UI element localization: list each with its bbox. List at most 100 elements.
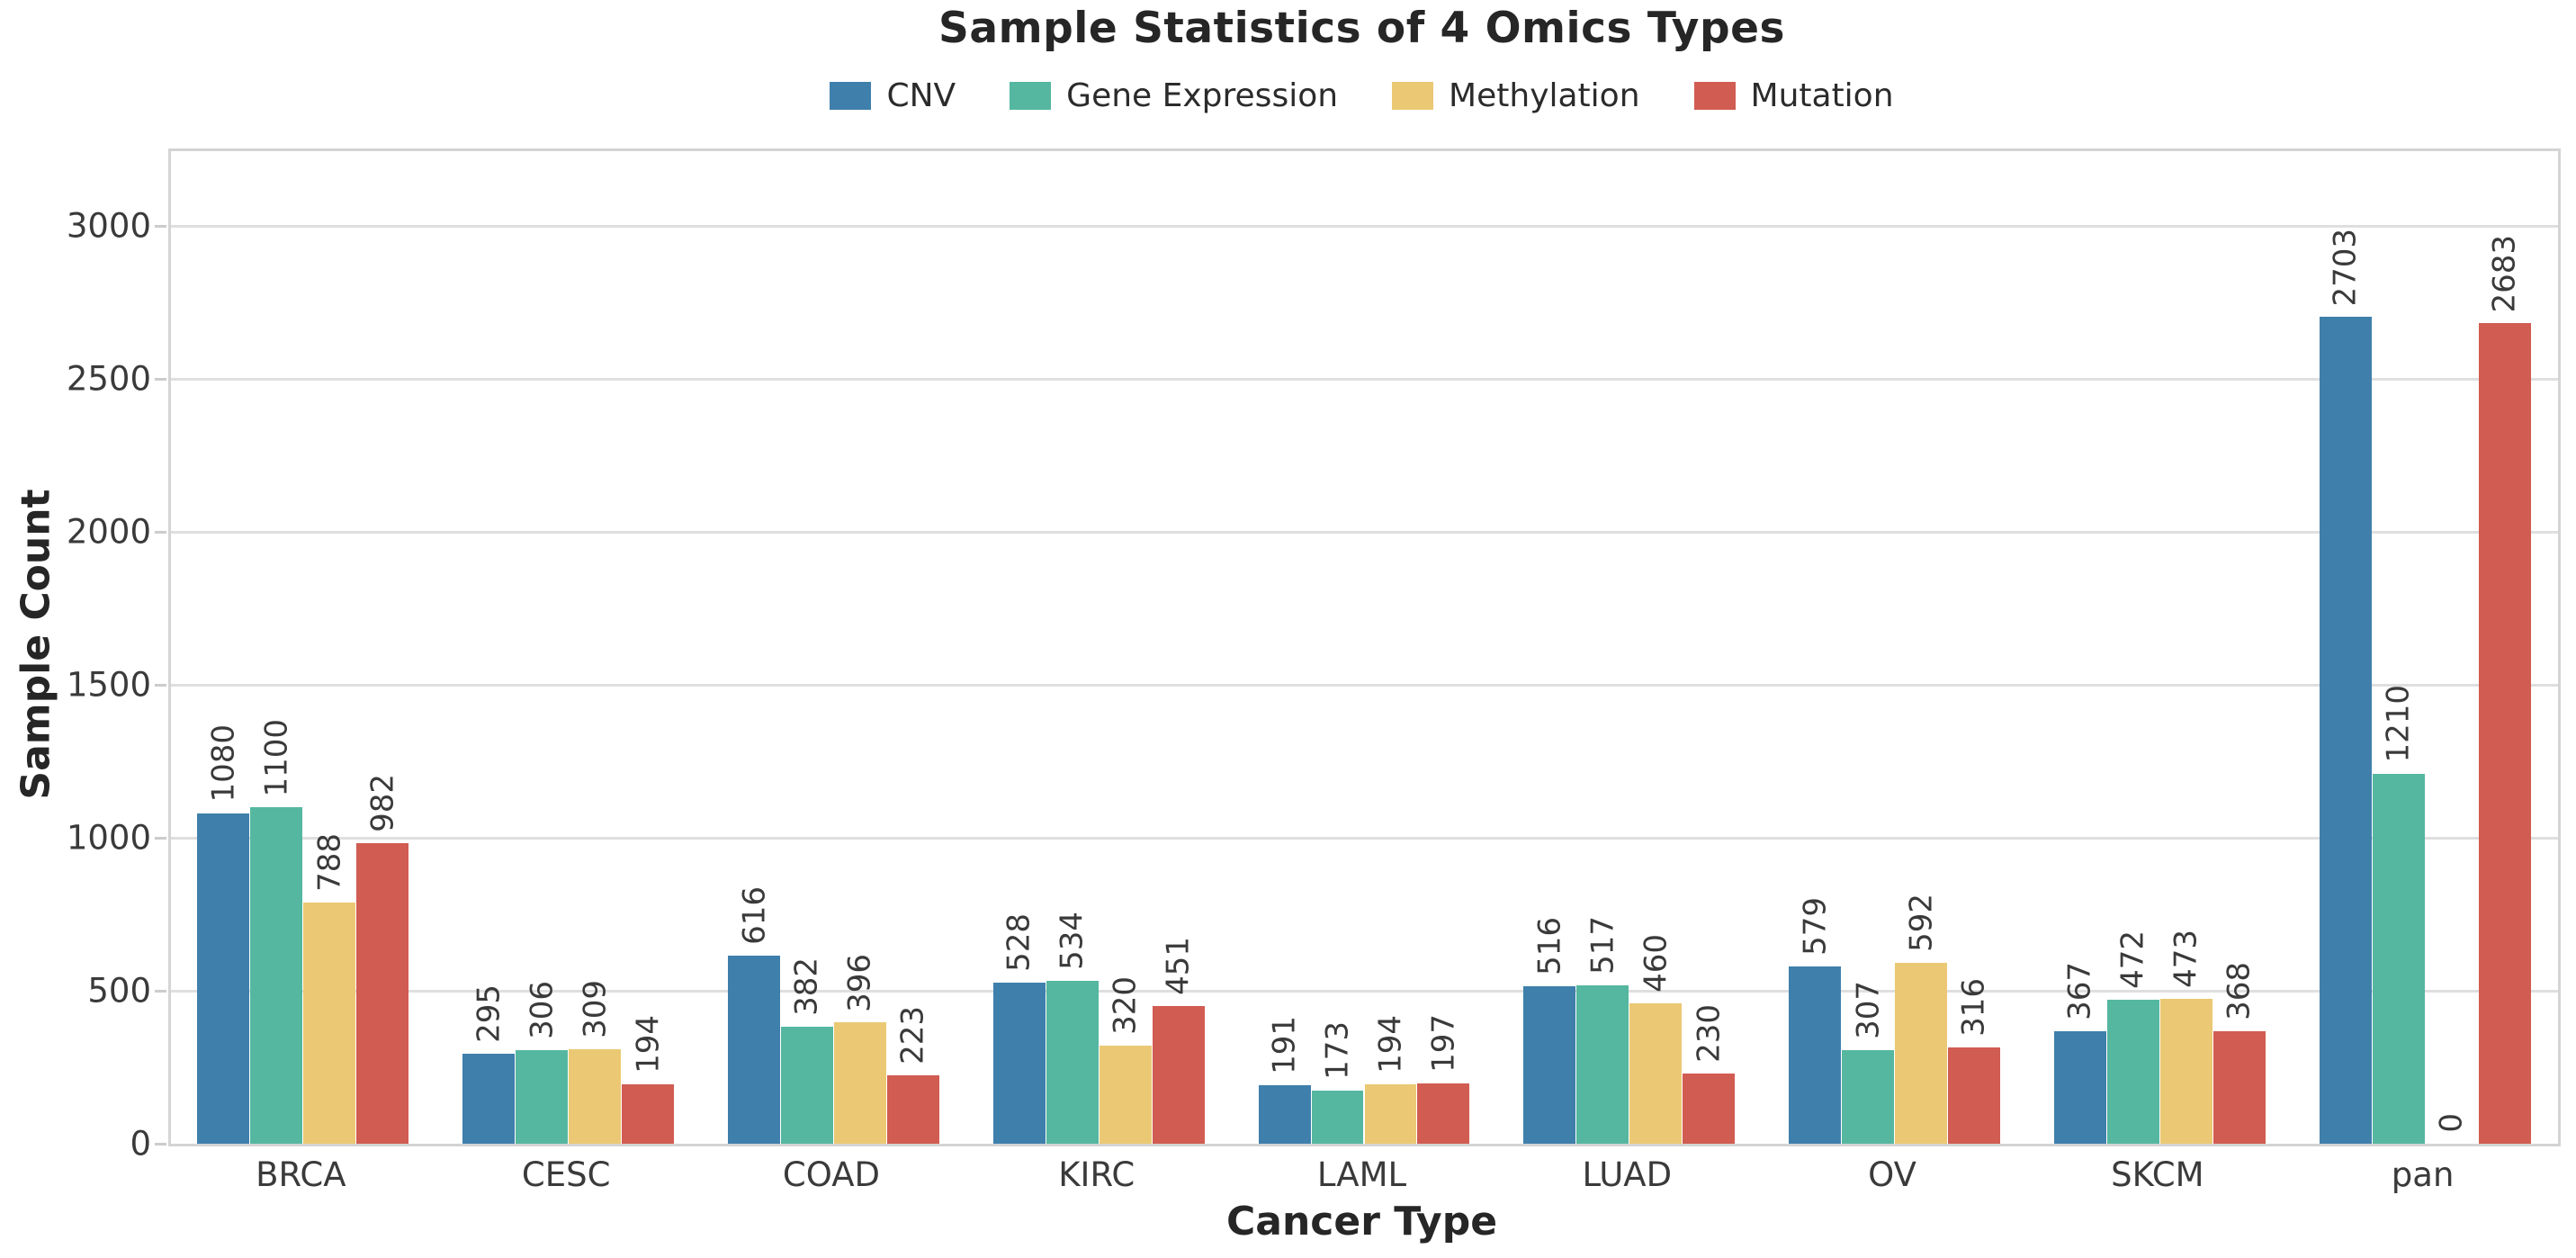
bar-luad-cnv bbox=[1523, 985, 1576, 1144]
legend-item-methylation: Methylation bbox=[1392, 77, 1640, 114]
bar-cesc-methylation bbox=[569, 1048, 622, 1144]
y-tick-mark bbox=[155, 683, 166, 687]
bar-brca-mutation bbox=[356, 843, 409, 1144]
bar-ov-gene-expression bbox=[1842, 1049, 1895, 1144]
bar-value-label: 473 bbox=[2168, 930, 2204, 989]
bar-value-label: 396 bbox=[841, 953, 878, 1012]
x-tick-brca: BRCA bbox=[256, 1155, 346, 1194]
bar-pan-cnv bbox=[2319, 317, 2372, 1144]
bar-kirc-methylation bbox=[1099, 1046, 1152, 1144]
x-tick-luad: LUAD bbox=[1582, 1155, 1673, 1194]
bar-pan-mutation bbox=[2478, 323, 2531, 1144]
x-axis-tick-labels: BRCA CESC COAD KIRC LAML LUAD OV SKCM pan bbox=[168, 1155, 2555, 1195]
bar-value-label: 616 bbox=[735, 885, 772, 945]
bar-laml-methylation bbox=[1364, 1084, 1417, 1144]
y-tick-label: 1500 bbox=[66, 665, 151, 705]
y-tick-mark bbox=[155, 1142, 166, 1146]
x-axis-label: Cancer Type bbox=[1225, 1199, 1498, 1245]
y-tick-label: 0 bbox=[130, 1124, 151, 1164]
bar-value-label: 528 bbox=[1001, 912, 1037, 972]
bar-value-label: 306 bbox=[523, 981, 560, 1039]
gridline bbox=[171, 530, 2558, 534]
bar-value-label: 592 bbox=[1902, 893, 1939, 952]
bar-value-label: 451 bbox=[1160, 936, 1197, 995]
plot-area: 1080 1100 788 982 295 306 309 194 616 382 396 223 52… bbox=[155, 148, 2561, 1146]
y-axis: 0 500 1000 1500 2000 2500 3000 bbox=[0, 148, 151, 1164]
gridline bbox=[171, 683, 2558, 687]
bar-value-label: 194 bbox=[629, 1015, 666, 1074]
bar-cesc-mutation bbox=[622, 1084, 675, 1144]
bar-value-label: 460 bbox=[1638, 933, 1674, 993]
bar-cesc-cnv bbox=[462, 1053, 516, 1144]
y-tick-label: 500 bbox=[87, 971, 151, 1011]
bar-value-label: 173 bbox=[1319, 1021, 1356, 1081]
legend-swatch bbox=[1693, 82, 1736, 110]
legend-swatch bbox=[1392, 82, 1434, 110]
bar-value-label: 1210 bbox=[2380, 685, 2417, 763]
bar-value-label: 579 bbox=[1796, 897, 1833, 957]
bar-kirc-mutation bbox=[1152, 1005, 1205, 1144]
bar-skcm-mutation bbox=[2212, 1030, 2266, 1144]
bar-brca-gene-expression bbox=[250, 807, 303, 1144]
legend-label: Gene Expression bbox=[1066, 77, 1339, 114]
bar-value-label: 295 bbox=[471, 984, 507, 1043]
bar-value-label: 307 bbox=[1849, 980, 1886, 1039]
y-tick-mark bbox=[155, 377, 166, 381]
bar-cesc-gene-expression bbox=[516, 1050, 569, 1144]
y-tick-label: 3000 bbox=[66, 206, 151, 246]
y-tick-label: 1000 bbox=[66, 818, 151, 858]
x-tick-laml: LAML bbox=[1316, 1155, 1407, 1194]
bar-coad-mutation bbox=[886, 1075, 939, 1144]
legend: CNV Gene Expression Methylation Mutation bbox=[168, 77, 2555, 114]
bar-value-label: 516 bbox=[1531, 916, 1568, 975]
x-tick-ov: OV bbox=[1868, 1155, 1916, 1194]
bar-value-label: 197 bbox=[1425, 1014, 1462, 1074]
legend-item-gene-expression: Gene Expression bbox=[1010, 77, 1338, 114]
bar-value-label: 367 bbox=[2061, 962, 2098, 1021]
bar-coad-methylation bbox=[833, 1022, 886, 1144]
gridline bbox=[171, 989, 2558, 993]
bar-value-label: 320 bbox=[1107, 976, 1144, 1036]
x-tick-cesc: CESC bbox=[521, 1155, 611, 1194]
bar-value-label: 223 bbox=[894, 1006, 931, 1065]
bar-laml-mutation bbox=[1417, 1083, 1470, 1144]
bar-value-label: 2703 bbox=[2327, 228, 2364, 307]
bar-pan-gene-expression bbox=[2372, 773, 2425, 1144]
x-tick-pan: pan bbox=[2391, 1155, 2455, 1194]
bar-value-label: 788 bbox=[311, 833, 348, 893]
bar-kirc-gene-expression bbox=[1046, 980, 1099, 1144]
bar-coad-cnv bbox=[728, 955, 780, 1144]
bar-skcm-cnv bbox=[2053, 1031, 2106, 1144]
y-tick-mark bbox=[155, 836, 166, 840]
legend-swatch bbox=[830, 82, 872, 110]
bar-value-label: 230 bbox=[1691, 1003, 1728, 1063]
bar-value-label: 982 bbox=[364, 774, 401, 833]
bar-ov-mutation bbox=[1948, 1047, 2000, 1144]
chart-title: Sample Statistics of 4 Omics Types bbox=[938, 4, 1785, 53]
bar-ov-methylation bbox=[1895, 962, 1947, 1144]
legend-label: CNV bbox=[886, 77, 956, 114]
legend-swatch bbox=[1010, 82, 1052, 110]
bar-ov-cnv bbox=[1789, 966, 1842, 1144]
bar-brca-cnv bbox=[197, 813, 250, 1144]
legend-item-mutation: Mutation bbox=[1693, 77, 1894, 114]
bar-value-label: 517 bbox=[1584, 916, 1621, 975]
bar-value-label: 309 bbox=[576, 980, 613, 1038]
bar-luad-gene-expression bbox=[1576, 985, 1629, 1144]
bar-value-label: 534 bbox=[1054, 911, 1091, 970]
y-tick-label: 2000 bbox=[66, 512, 151, 552]
bar-skcm-methylation bbox=[2159, 999, 2212, 1144]
bar-laml-cnv bbox=[1258, 1085, 1311, 1144]
y-tick-mark bbox=[155, 989, 166, 993]
bar-skcm-gene-expression bbox=[2106, 999, 2159, 1144]
gridline bbox=[171, 377, 2558, 381]
gridline bbox=[171, 224, 2558, 228]
y-tick-mark bbox=[155, 530, 166, 534]
legend-item-cnv: CNV bbox=[830, 77, 956, 114]
legend-label: Mutation bbox=[1750, 77, 1894, 114]
bar-value-label: 472 bbox=[2114, 930, 2151, 989]
y-tick-mark bbox=[155, 224, 166, 228]
x-tick-skcm: SKCM bbox=[2111, 1155, 2204, 1194]
x-tick-coad: COAD bbox=[782, 1155, 880, 1194]
